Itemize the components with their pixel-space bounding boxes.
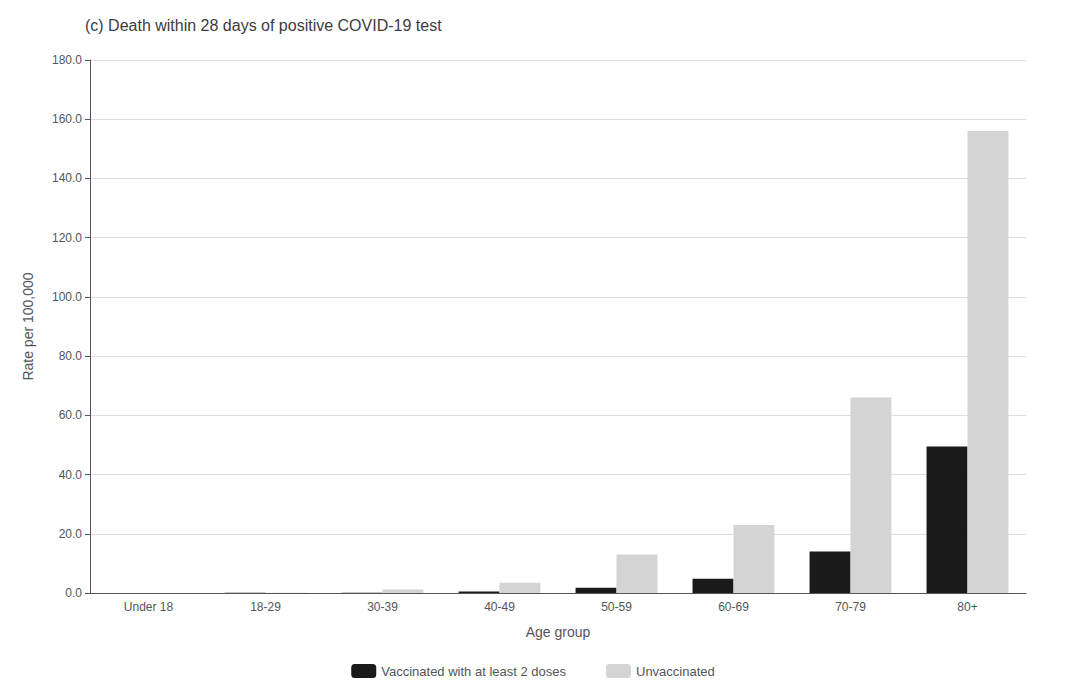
svg-text:70-79: 70-79 — [835, 600, 866, 614]
svg-text:20.0: 20.0 — [59, 527, 83, 541]
svg-text:180.0: 180.0 — [52, 53, 82, 67]
svg-text:40.0: 40.0 — [59, 468, 83, 482]
svg-text:Age group: Age group — [526, 624, 591, 640]
svg-text:Rate per 100,000: Rate per 100,000 — [20, 272, 36, 380]
svg-text:80.0: 80.0 — [59, 349, 83, 363]
svg-text:50-59: 50-59 — [601, 600, 632, 614]
svg-text:120.0: 120.0 — [52, 231, 82, 245]
svg-text:Vaccinated with at least 2 dos: Vaccinated with at least 2 doses — [381, 664, 566, 679]
svg-text:160.0: 160.0 — [52, 112, 82, 126]
svg-text:Under 18: Under 18 — [124, 600, 174, 614]
svg-text:40-49: 40-49 — [484, 600, 515, 614]
svg-text:60.0: 60.0 — [59, 408, 83, 422]
svg-text:18-29: 18-29 — [250, 600, 281, 614]
svg-text:140.0: 140.0 — [52, 171, 82, 185]
svg-text:60-69: 60-69 — [718, 600, 749, 614]
svg-text:Unvaccinated: Unvaccinated — [636, 664, 715, 679]
svg-text:(c) Death within 28 days of po: (c) Death within 28 days of positive COV… — [85, 17, 442, 34]
svg-text:30-39: 30-39 — [367, 600, 398, 614]
svg-text:0.0: 0.0 — [65, 586, 82, 600]
svg-text:100.0: 100.0 — [52, 290, 82, 304]
svg-text:80+: 80+ — [957, 600, 977, 614]
